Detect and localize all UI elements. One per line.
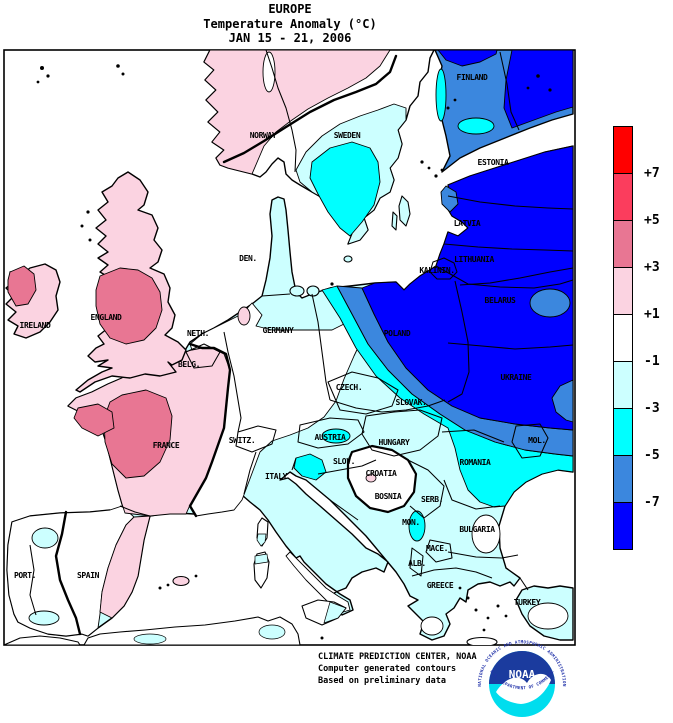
- country-label-turkey: TURKEY: [514, 598, 541, 607]
- country-label-belarus: BELARUS: [485, 296, 516, 305]
- country-label-ireland: IRELAND: [20, 321, 51, 330]
- country-label-slovak: SLOVAK.: [396, 398, 427, 407]
- legend-swatch-1: [613, 173, 633, 221]
- country-label-romania: ROMANIA: [460, 458, 491, 467]
- page-title-period: JAN 15 - 21, 2006: [228, 31, 352, 45]
- country-borders: [29, 50, 574, 616]
- country-label-slov: SLOV.: [333, 457, 355, 466]
- country-label-finland: FINLAND: [457, 73, 488, 82]
- attribution-line2: Computer generated contours: [318, 664, 457, 674]
- country-labels: NORWAY SWEDEN FINLAND ESTONIA LATVIA LITHUANI…: [14, 73, 546, 607]
- country-label-bulgaria: BULGARIA: [459, 525, 495, 534]
- country-label-lithuania: LITHUANIA: [454, 255, 494, 264]
- attribution-line1: CLIMATE PREDICTION CENTER, NOAA: [318, 652, 477, 662]
- attribution: CLIMATE PREDICTION CENTER, NOAA Computer…: [318, 651, 477, 687]
- legend-swatch-5: [613, 361, 633, 409]
- legend-label--7: -7: [644, 495, 660, 510]
- anomaly-color-scale: [613, 126, 633, 550]
- country-label-czech: CZECH.: [336, 383, 363, 392]
- legend-label--5: -5: [644, 448, 660, 463]
- country-label-latvia: LATVIA: [454, 219, 481, 228]
- attribution-line3: Based on preliminary data: [318, 676, 446, 686]
- country-label-ukraine: UKRAINE: [501, 373, 532, 382]
- legend-label-+5: +5: [644, 213, 660, 228]
- country-label-neth: NETH.: [187, 329, 209, 338]
- country-label-italy: ITALY: [265, 472, 288, 481]
- legend-label--1: -1: [644, 354, 660, 369]
- country-label-austria: AUSTRIA: [315, 433, 346, 442]
- legend-label-+7: +7: [644, 166, 660, 181]
- country-label-mace: MACE.: [426, 544, 448, 553]
- legend-swatch-0: [613, 126, 633, 174]
- country-label-france: FRANCE: [153, 441, 180, 450]
- country-label-kalinin: KALININ.: [419, 266, 454, 275]
- legend-swatch-6: [613, 408, 633, 456]
- country-label-mon: MON.: [402, 518, 420, 527]
- noaa-bird-icon: [496, 673, 551, 704]
- legend-swatch-8: [613, 502, 633, 550]
- country-label-norway: NORWAY: [250, 131, 277, 140]
- country-label-spain: SPAIN: [77, 571, 100, 580]
- legend-label-+1: +1: [644, 307, 660, 322]
- zero-contours: [54, 54, 398, 636]
- legend-swatch-2: [613, 220, 633, 268]
- country-label-estonia: ESTONIA: [478, 158, 509, 167]
- country-label-croatia: CROATIA: [366, 469, 397, 478]
- map-layers: NORWAY SWEDEN FINLAND ESTONIA LATVIA LITHUANI…: [4, 50, 574, 645]
- island-specks: [36, 64, 552, 640]
- noaa-logo-text: NOAA: [509, 668, 536, 681]
- page-title-region: EUROPE: [268, 2, 312, 16]
- legend-swatch-4: [613, 314, 633, 362]
- legend-label--3: -3: [644, 401, 660, 416]
- page-title-variable: Temperature Anomaly (°C): [203, 17, 377, 31]
- country-label-den: DEN.: [239, 254, 257, 263]
- country-label-poland: POLAND: [384, 329, 411, 338]
- noaa-logo: NOAA NATIONAL OCEANIC AND ATMOSPHERIC AD…: [477, 639, 567, 717]
- country-label-germany: GERMANY: [263, 326, 294, 335]
- legend-swatch-7: [613, 455, 633, 503]
- country-label-sweden: SWEDEN: [334, 131, 361, 140]
- country-label-alb: ALB.: [408, 559, 426, 568]
- legend-label-+3: +3: [644, 260, 660, 275]
- country-label-greece: GREECE: [427, 581, 454, 590]
- country-label-belg: BELG.: [178, 360, 200, 369]
- country-label-bosnia: BOSNIA: [375, 492, 402, 501]
- country-label-port: PORT.: [14, 571, 36, 580]
- country-label-hungary: HUNGARY: [379, 438, 410, 447]
- legend-swatch-3: [613, 267, 633, 315]
- country-label-england: ENGLAND: [91, 313, 122, 322]
- country-label-mol: MOL.: [528, 436, 546, 445]
- country-label-serb: SERB.: [421, 495, 443, 504]
- country-label-switz: SWITZ.: [229, 436, 256, 445]
